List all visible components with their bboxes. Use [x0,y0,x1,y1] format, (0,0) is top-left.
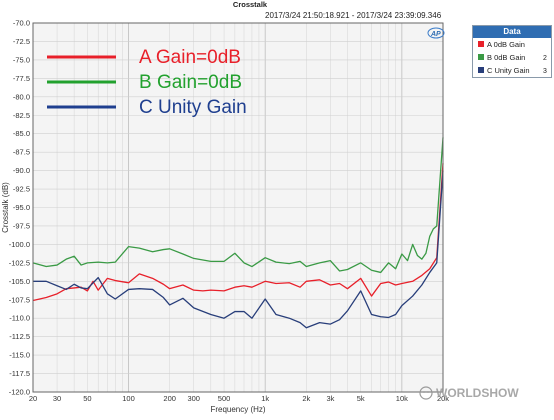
legend-swatch-c [478,67,484,73]
y-tick-label: -112.5 [9,332,30,341]
x-tick-label: 20 [29,394,37,403]
legend-num-c: 3 [543,68,547,75]
legend-swatch-b [478,54,484,60]
x-tick-label: 50 [83,394,91,403]
watermark-icon-dot [427,391,429,393]
legend-item-b[interactable]: B 0dB Gain 2 [473,51,551,64]
y-tick-label: -107.5 [9,295,30,304]
y-tick-label: -82.5 [13,111,30,120]
y-tick-label: -70.0 [13,19,30,28]
y-tick-label: -105.0 [9,277,30,286]
plot-frame [32,22,444,393]
legend-header: Data [473,26,551,38]
legend-num-b: 2 [543,55,547,62]
x-tick-label: 100 [122,394,135,403]
y-tick-label: -87.5 [13,148,30,157]
x-axis-label: Frequency (Hz) [210,405,265,414]
y-tick-label: -117.5 [9,369,30,378]
y-tick-label: -115.0 [9,351,30,360]
ap-logo-text: AP [430,31,441,38]
x-tick-label: 1k [261,394,269,403]
series-line-c [33,170,444,329]
x-tick-label: 30 [53,394,61,403]
x-tick-label: 500 [218,394,231,403]
ap-logo-ring [427,27,445,39]
x-tick-label: 10k [396,394,408,403]
watermark-icon-dot [423,391,425,393]
legend-item-a[interactable]: A 0dB Gain [473,38,551,51]
y-tick-label: -100.0 [9,240,30,249]
y-tick-label: -92.5 [13,185,30,194]
x-tick-label: 300 [187,394,200,403]
y-axis-label: Crosstalk (dB) [1,182,10,233]
y-tick-label: -102.5 [9,258,30,267]
chart-title: Crosstalk [233,0,268,9]
watermark-icon [419,386,433,400]
legend-label-a: A 0dB Gain [487,40,525,49]
y-tick-label: -75.0 [13,55,30,64]
legend-item-c[interactable]: C Unity Gain 3 [473,64,551,77]
x-tick-label: 2k [302,394,310,403]
y-tick-label: -77.5 [13,74,30,83]
annotation-label-a: A Gain=0dB [139,47,241,68]
y-tick-label: -90.0 [13,166,30,175]
y-tick-label: -72.5 [13,37,30,46]
legend-panel: Data A 0dB Gain B 0dB Gain 2 C Unity Gai… [472,25,552,78]
y-tick-label: -80.0 [13,92,30,101]
x-tick-label: 3k [326,394,334,403]
x-tick-label: 20k [437,394,449,403]
y-tick-label: -120.0 [9,388,30,397]
legend-label-b: B 0dB Gain [487,53,526,62]
chart-timestamp: 2017/3/24 21:50:18.921 - 2017/3/24 23:39… [265,11,442,20]
y-tick-label: -110.0 [9,314,30,323]
watermark-text: WORLDSHOW [436,386,519,400]
annotation-label-c: C Unity Gain [139,97,247,118]
x-tick-label: 200 [163,394,176,403]
y-tick-label: -85.0 [13,129,30,138]
y-tick-label: -95.0 [13,203,30,212]
y-tick-label: -97.5 [13,221,30,230]
annotation-label-b: B Gain=0dB [139,72,242,93]
x-tick-label: 5k [357,394,365,403]
legend-label-c: C Unity Gain [487,66,530,75]
legend-swatch-a [478,41,484,47]
series-line-b [32,137,444,274]
